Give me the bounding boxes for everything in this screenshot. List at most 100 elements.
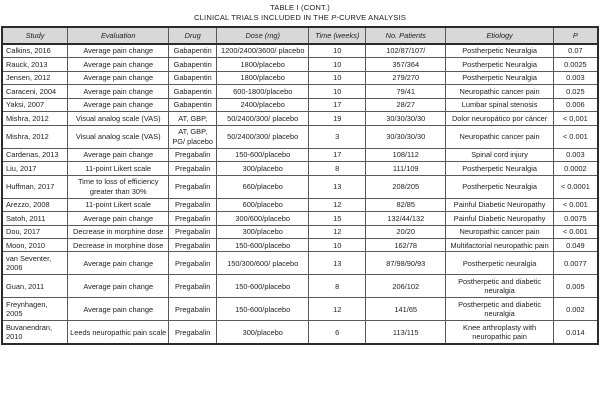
cell-evaluation: Average pain change bbox=[67, 274, 170, 299]
cell-time: 10 bbox=[308, 70, 367, 86]
cell-study: Mishra, 2012 bbox=[1, 124, 69, 149]
cell-drug: Gabapentin bbox=[168, 43, 218, 59]
cell-patients: 87/98/90/93 bbox=[365, 251, 447, 276]
cell-drug: Pregabalin bbox=[168, 161, 218, 176]
table-row: Mishra, 2012 Visual analog scale (VAS) AT,… bbox=[1, 124, 599, 149]
cell-dose: 50/2400/300/ placebo bbox=[216, 124, 310, 149]
cell-evaluation: 11-point Likert scale bbox=[67, 161, 170, 176]
clinical-trials-table: Study Evaluation Drug Dose (mg) Time (we… bbox=[1, 25, 599, 346]
cell-etiology: Lumbar spinal stenosis bbox=[445, 97, 554, 113]
cell-etiology: Dolor neuropático por cáncer bbox=[445, 111, 554, 126]
cell-study: Liu, 2017 bbox=[1, 161, 69, 176]
header-time: Time (weeks) bbox=[308, 25, 367, 45]
cell-drug: Gabapentin bbox=[168, 84, 218, 99]
cell-etiology: Postherpetic Neuralgia bbox=[445, 70, 554, 86]
cell-time: 10 bbox=[308, 43, 367, 59]
cell-dose: 150-600/placebo bbox=[216, 147, 310, 163]
table-row: Dou, 2017 Decrease in morphine dose Pregab… bbox=[1, 224, 599, 240]
cell-p-value: < 0.001 bbox=[552, 124, 599, 149]
cell-p-value: 0.0002 bbox=[552, 161, 599, 176]
cell-evaluation: 11-point Likert scale bbox=[67, 197, 170, 213]
table-row: Liu, 2017 11-point Likert scale Pregabalin… bbox=[1, 161, 599, 176]
cell-study: Rauck, 2013 bbox=[1, 57, 69, 72]
cell-patients: 162/78 bbox=[365, 237, 447, 253]
cell-study: Arezzo, 2008 bbox=[1, 197, 69, 213]
cell-dose: 1800/placebo bbox=[216, 70, 310, 86]
cell-dose: 1200/2400/3600/ placebo bbox=[216, 43, 310, 59]
cell-dose: 300/placebo bbox=[216, 224, 310, 240]
cell-patients: 28/27 bbox=[365, 97, 447, 113]
table-row: Caraceni, 2004 Average pain change Gabapen… bbox=[1, 84, 599, 99]
cell-dose: 150-600/placebo bbox=[216, 237, 310, 253]
cell-etiology: Postherpetic Neuralgia bbox=[445, 161, 554, 176]
cell-p-value: 0.003 bbox=[552, 70, 599, 86]
cell-drug: Pregabalin bbox=[168, 174, 218, 199]
table-row: Guan, 2011 Average pain change Pregabalin 1… bbox=[1, 274, 599, 299]
cell-patients: 141/65 bbox=[365, 297, 447, 322]
cell-time: 10 bbox=[308, 237, 367, 253]
cell-etiology: Neuropathic cancer pain bbox=[445, 224, 554, 240]
cell-evaluation: Average pain change bbox=[67, 297, 170, 322]
cell-drug: Gabapentin bbox=[168, 97, 218, 113]
cell-etiology: Neuropathic cancer pain bbox=[445, 124, 554, 149]
cell-evaluation: Average pain change bbox=[67, 251, 170, 276]
header-dose: Dose (mg) bbox=[216, 25, 310, 45]
cell-etiology: Postherpetic Neuralgia bbox=[445, 43, 554, 59]
cell-patients: 208/205 bbox=[365, 174, 447, 199]
cell-etiology: Postherpetic Neuralgia bbox=[445, 174, 554, 199]
cell-etiology: Multifactorial neuropathic pain bbox=[445, 237, 554, 253]
cell-dose: 1800/placebo bbox=[216, 57, 310, 72]
cell-study: Moon, 2010 bbox=[1, 237, 69, 253]
cell-time: 12 bbox=[308, 297, 367, 322]
title-line2-suffix: -CURVE ANALYSIS bbox=[336, 13, 406, 23]
cell-study: van Seventer, 2006 bbox=[1, 251, 69, 276]
cell-etiology: Postherpetic and diabetic neuralgia bbox=[445, 274, 554, 299]
cell-patients: 102/87/107/ bbox=[365, 43, 447, 59]
cell-time: 10 bbox=[308, 57, 367, 72]
cell-evaluation: Leeds neuropathic pain scale bbox=[67, 320, 170, 345]
header-etiology: Etiology bbox=[445, 25, 554, 45]
cell-etiology: Postherpetic and diabetic neuralgia bbox=[445, 297, 554, 322]
cell-p-value: 0.006 bbox=[552, 97, 599, 113]
cell-patients: 108/112 bbox=[365, 147, 447, 163]
cell-evaluation: Visual analog scale (VAS) bbox=[67, 111, 170, 126]
cell-evaluation: Visual analog scale (VAS) bbox=[67, 124, 170, 149]
cell-p-value: < 0.001 bbox=[552, 224, 599, 240]
cell-drug: Pregabalin bbox=[168, 147, 218, 163]
cell-etiology: Painful Diabetic Neuropathy bbox=[445, 197, 554, 213]
cell-evaluation: Time to loss of efficiency greater than … bbox=[67, 174, 170, 199]
table-row: Buvanendran, 2010 Leeds neuropathic pain … bbox=[1, 320, 599, 345]
cell-time: 13 bbox=[308, 174, 367, 199]
table-row: Yaksi, 2007 Average pain change Gabapentin… bbox=[1, 97, 599, 113]
header-row: Study Evaluation Drug Dose (mg) Time (we… bbox=[1, 25, 599, 45]
cell-study: Mishra, 2012 bbox=[1, 111, 69, 126]
cell-time: 8 bbox=[308, 161, 367, 176]
cell-drug: Gabapentin bbox=[168, 57, 218, 72]
cell-dose: 50/2400/300/ placebo bbox=[216, 111, 310, 126]
trials-table-body: Calkins, 2016 Average pain change Gabapent… bbox=[1, 43, 599, 345]
cell-time: 8 bbox=[308, 274, 367, 299]
cell-time: 15 bbox=[308, 211, 367, 226]
cell-study: Huffman, 2017 bbox=[1, 174, 69, 199]
cell-study: Satoh, 2011 bbox=[1, 211, 69, 226]
table-header: Study Evaluation Drug Dose (mg) Time (we… bbox=[1, 25, 599, 45]
table-row: Arezzo, 2008 11-point Likert scale Pregaba… bbox=[1, 197, 599, 213]
cell-drug: Pregabalin bbox=[168, 237, 218, 253]
header-patients: No. Patients bbox=[365, 25, 447, 45]
cell-dose: 150-600/placebo bbox=[216, 297, 310, 322]
cell-drug: Pregabalin bbox=[168, 197, 218, 213]
cell-drug: Pregabalin bbox=[168, 211, 218, 226]
cell-dose: 600/placebo bbox=[216, 197, 310, 213]
header-evaluation: Evaluation bbox=[67, 25, 170, 45]
cell-patients: 79/41 bbox=[365, 84, 447, 99]
cell-patients: 30/30/30/30 bbox=[365, 124, 447, 149]
cell-patients: 132/44/132 bbox=[365, 211, 447, 226]
header-study: Study bbox=[1, 25, 69, 45]
cell-p-value: 0.014 bbox=[552, 320, 599, 345]
table-row: Cardenas, 2013 Average pain change Pregaba… bbox=[1, 147, 599, 163]
cell-p-value: 0.005 bbox=[552, 274, 599, 299]
cell-time: 19 bbox=[308, 111, 367, 126]
cell-drug: Gabapentin bbox=[168, 70, 218, 86]
cell-drug: Pregabalin bbox=[168, 251, 218, 276]
cell-study: Buvanendran, 2010 bbox=[1, 320, 69, 345]
